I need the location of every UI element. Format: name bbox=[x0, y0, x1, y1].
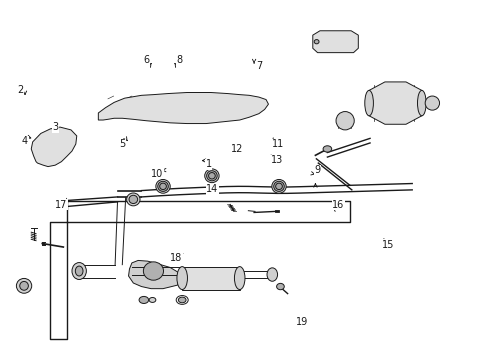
Text: 6: 6 bbox=[143, 55, 149, 65]
Ellipse shape bbox=[149, 297, 156, 302]
Text: 18: 18 bbox=[170, 253, 182, 263]
Ellipse shape bbox=[206, 171, 217, 181]
Text: 5: 5 bbox=[119, 139, 125, 149]
Text: 10: 10 bbox=[151, 168, 163, 179]
Text: 13: 13 bbox=[270, 155, 283, 165]
Ellipse shape bbox=[204, 169, 219, 183]
Polygon shape bbox=[312, 31, 358, 53]
Polygon shape bbox=[182, 267, 239, 289]
Text: 3: 3 bbox=[52, 122, 58, 132]
Text: 4: 4 bbox=[22, 136, 28, 146]
Text: 11: 11 bbox=[271, 139, 284, 149]
Ellipse shape bbox=[314, 40, 318, 44]
Ellipse shape bbox=[275, 183, 282, 190]
Ellipse shape bbox=[129, 195, 137, 203]
Ellipse shape bbox=[234, 267, 244, 289]
Ellipse shape bbox=[158, 181, 168, 192]
Text: 7: 7 bbox=[255, 62, 262, 71]
Ellipse shape bbox=[20, 282, 28, 290]
Polygon shape bbox=[128, 260, 181, 289]
Ellipse shape bbox=[208, 172, 215, 179]
Ellipse shape bbox=[143, 262, 163, 280]
Ellipse shape bbox=[276, 283, 284, 290]
Ellipse shape bbox=[271, 180, 285, 193]
Text: 9: 9 bbox=[314, 165, 320, 175]
Ellipse shape bbox=[417, 90, 425, 116]
Ellipse shape bbox=[424, 96, 439, 110]
Ellipse shape bbox=[126, 193, 140, 206]
Text: 17: 17 bbox=[55, 200, 67, 210]
Ellipse shape bbox=[335, 112, 353, 130]
Polygon shape bbox=[98, 93, 268, 123]
Text: 2: 2 bbox=[17, 85, 23, 95]
Ellipse shape bbox=[266, 268, 277, 281]
Ellipse shape bbox=[178, 297, 185, 303]
Ellipse shape bbox=[323, 146, 331, 152]
Ellipse shape bbox=[72, 262, 86, 279]
Text: 15: 15 bbox=[381, 240, 394, 250]
Ellipse shape bbox=[139, 296, 148, 303]
Text: 16: 16 bbox=[332, 200, 344, 210]
Ellipse shape bbox=[364, 90, 373, 116]
Polygon shape bbox=[368, 82, 421, 124]
Ellipse shape bbox=[177, 267, 187, 289]
Ellipse shape bbox=[17, 278, 32, 293]
Ellipse shape bbox=[156, 180, 170, 193]
Ellipse shape bbox=[75, 266, 83, 276]
Polygon shape bbox=[31, 127, 77, 167]
Ellipse shape bbox=[273, 181, 284, 192]
Text: 8: 8 bbox=[176, 55, 183, 65]
Text: 12: 12 bbox=[231, 144, 243, 154]
Text: 14: 14 bbox=[206, 184, 218, 194]
Text: 1: 1 bbox=[205, 159, 211, 169]
Ellipse shape bbox=[160, 183, 166, 190]
Text: 19: 19 bbox=[295, 317, 307, 327]
